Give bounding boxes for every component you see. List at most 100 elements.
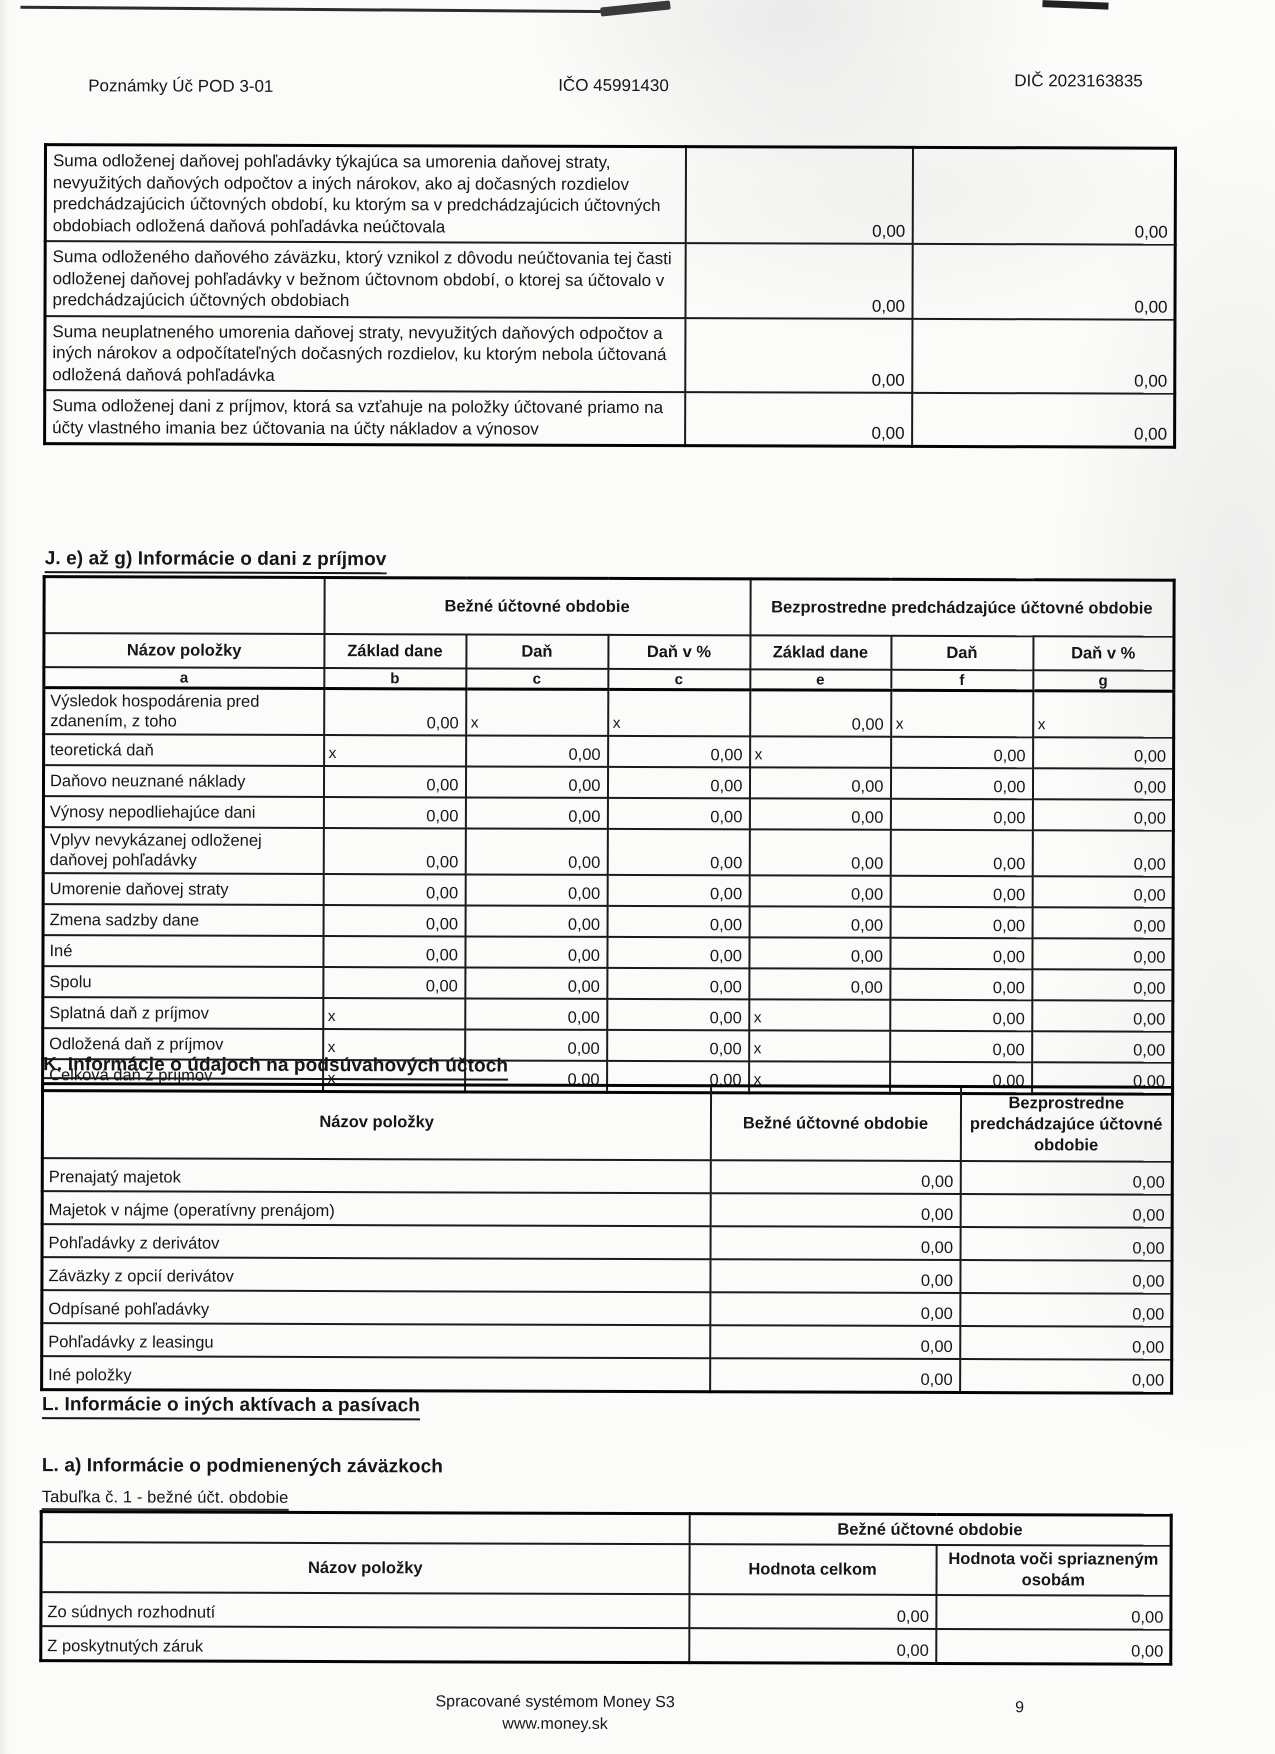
current-period-header: Bežné účtovné obdobie xyxy=(323,577,751,636)
table-row: Suma neuplatneného umorenia daňovej stra… xyxy=(44,315,1175,394)
row-label-cell: Odpísané pohľadávky xyxy=(41,1290,710,1326)
value-cell-previous: 0,00 xyxy=(911,243,1176,320)
value-cell: 0,00 xyxy=(322,967,465,999)
table-row: Vplyv nevykázanej odloženej daňovej pohľ… xyxy=(43,827,1174,877)
ico-number: IČO 45991430 xyxy=(558,75,669,96)
value-cell-previous: 0,00 xyxy=(935,1628,1171,1665)
value-cell: 0,00 xyxy=(889,968,1032,1001)
table-row: Bežné účtovné obdobie xyxy=(41,1511,1172,1546)
value-cell: 0,00 xyxy=(323,905,466,937)
table-row: Iné 0,00 0,00 0,00 0,00 0,00 0,00 xyxy=(42,935,1174,970)
row-label-cell: Prenajatý majetok xyxy=(42,1158,711,1194)
value-cell-previous: 0,00 xyxy=(959,1359,1172,1394)
table-row: Záväzky z opcií derivátov 0,00 0,00 xyxy=(41,1257,1173,1294)
table-row: teoretická daň x 0,00 0,00 x 0,00 0,00 xyxy=(43,734,1174,769)
value-cell: 0,00 xyxy=(749,767,891,799)
value-cell: 0,00 xyxy=(1032,737,1174,769)
value-cell-current: 0,00 xyxy=(684,317,912,393)
value-cell-current: 0,00 xyxy=(709,1325,960,1360)
table-row: Daňovo neuznané náklady 0,00 0,00 0,00 0,00 0… xyxy=(43,765,1174,800)
column-letter: c xyxy=(465,668,608,690)
section-k-title: K. Informácie o údajoch na podsúvahových… xyxy=(43,1054,509,1081)
value-cell: 0,00 xyxy=(606,1029,749,1062)
value-cell-previous: 0,00 xyxy=(911,392,1175,448)
footer-line2: www.money.sk xyxy=(502,1715,608,1733)
column-letter: a xyxy=(43,667,324,689)
offbalance-table-body: Prenajatý majetok 0,00 0,00 Majetok v nájme… xyxy=(41,1158,1173,1394)
value-cell: 0,00 xyxy=(465,874,608,906)
offbalance-table-head: Názov položky Bežné účtovné obdobie Bezp… xyxy=(42,1083,1173,1162)
value-cell-previous: 0,00 xyxy=(960,1227,1173,1261)
row-label-cell: Zmena sadzby dane xyxy=(43,904,324,937)
table-row: Iné položky 0,00 0,00 xyxy=(41,1356,1172,1394)
form-id: Poznámky Úč POD 3-01 xyxy=(88,76,274,96)
current-period-header: Bežné účtovné obdobie xyxy=(710,1085,961,1162)
value-cell: 0,00 xyxy=(607,735,750,768)
table-row: Bežné účtovné obdobie Bezprostredne pred… xyxy=(43,576,1175,637)
section-l-title: L. Informácie o iných aktívach a pasívac… xyxy=(42,1394,420,1421)
row-label-cell: Suma odloženého daňového záväzku, ktorý … xyxy=(44,241,686,318)
value-cell: 0,00 xyxy=(465,735,608,767)
name-column-header: Názov položky xyxy=(43,633,324,669)
value-cell: x xyxy=(749,736,891,768)
value-cell-current: 0,00 xyxy=(685,146,913,244)
value-cell: 0,00 xyxy=(889,937,1033,970)
document-footer: Spracované systémom Money S3 www.money.s… xyxy=(39,1690,1071,1737)
row-label-cell: teoretická daň xyxy=(43,734,324,767)
value-cell: 0,00 xyxy=(464,967,607,999)
row-label-cell: Vplyv nevykázanej odloženej daňovej pohľ… xyxy=(43,827,324,875)
value-cell: 0,00 xyxy=(465,797,608,829)
previous-period-header: Bezprostredne predchádzajúce účtovné obd… xyxy=(749,578,1175,637)
table-row: Umorenie daňovej straty 0,00 0,00 0,00 0,00 0… xyxy=(43,873,1174,908)
table-row: Zmena sadzby dane 0,00 0,00 0,00 0,00 0,00 0,0… xyxy=(43,904,1174,939)
row-label-cell: Výsledok hospodárenia pred zdanením, z t… xyxy=(43,687,324,736)
row-label-cell: Výnosy nepodliehajúce dani xyxy=(43,796,324,829)
value-cell: 0,00 xyxy=(606,998,749,1031)
value-cell: 0,00 xyxy=(323,874,466,906)
value-cell: x xyxy=(748,1030,890,1062)
deferred-tax-table-body: Suma odloženej daňovej pohľadávky týkajú… xyxy=(44,144,1176,448)
column-header: Daň v % xyxy=(607,634,750,670)
row-label-cell: Suma odloženej dani z príjmov, ktorá sa … xyxy=(44,390,685,446)
value-cell: x xyxy=(607,689,750,737)
row-label-cell: Zo súdnych rozhodnutí xyxy=(40,1592,689,1629)
table-row: Zo súdnych rozhodnutí 0,00 0,00 xyxy=(40,1592,1171,1630)
value-cell-previous: 0,00 xyxy=(959,1293,1172,1327)
scan-artifact-mark xyxy=(600,0,671,17)
value-cell: x xyxy=(748,999,890,1031)
page-number: 9 xyxy=(1015,1699,1025,1717)
column-header: Daň xyxy=(890,635,1033,671)
name-column-header: Názov položky xyxy=(42,1083,711,1161)
table-row: Majetok v nájme (operatívny prenájom) 0,0… xyxy=(42,1191,1173,1228)
deferred-tax-table: Suma odloženej daňovej pohľadávky týkajú… xyxy=(43,143,1178,449)
row-label-cell: Pohľadávky z derivátov xyxy=(42,1224,711,1260)
value-cell-current: 0,00 xyxy=(684,392,912,447)
scan-artifact-corner xyxy=(1042,0,1109,10)
value-cell: 0,00 xyxy=(465,905,608,937)
document-header: Poznámky Úč POD 3-01 IČO 45991430 DIČ 20… xyxy=(2,71,1275,96)
empty-header-cell xyxy=(41,1511,690,1545)
column-header: Základ dane xyxy=(323,634,466,669)
value-cell: 0,00 xyxy=(607,905,750,938)
value-cell: 0,00 xyxy=(890,829,1033,877)
dic-number: DIČ 2023163835 xyxy=(1014,71,1143,91)
value-cell: 0,00 xyxy=(1032,876,1174,908)
row-label-cell: Pohľadávky z leasingu xyxy=(41,1323,710,1359)
value-cell: 0,00 xyxy=(890,798,1033,831)
row-label-cell: Daňovo neuznané náklady xyxy=(43,765,324,798)
current-period-header: Bežné účtovné obdobie xyxy=(689,1513,1172,1546)
row-label-cell: Umorenie daňovej straty xyxy=(43,873,324,906)
column-letter: g xyxy=(1032,670,1174,692)
value-cell: 0,00 xyxy=(748,937,891,969)
value-cell-previous: 0,00 xyxy=(912,147,1176,245)
value-cell-current: 0,00 xyxy=(709,1292,960,1327)
value-cell-current: 0,00 xyxy=(710,1193,961,1228)
row-label-cell: Záväzky z opcií derivátov xyxy=(41,1257,711,1293)
value-cell: 0,00 xyxy=(464,936,608,968)
table-row: Splatná daň z príjmov x 0,00 0,00 x 0,00 0,00 xyxy=(42,997,1173,1032)
value-cell: 0,00 xyxy=(323,828,466,875)
column-letter: c xyxy=(607,668,750,690)
table-row: Názov položky Hodnota celkom Hodnota voč… xyxy=(40,1542,1172,1596)
